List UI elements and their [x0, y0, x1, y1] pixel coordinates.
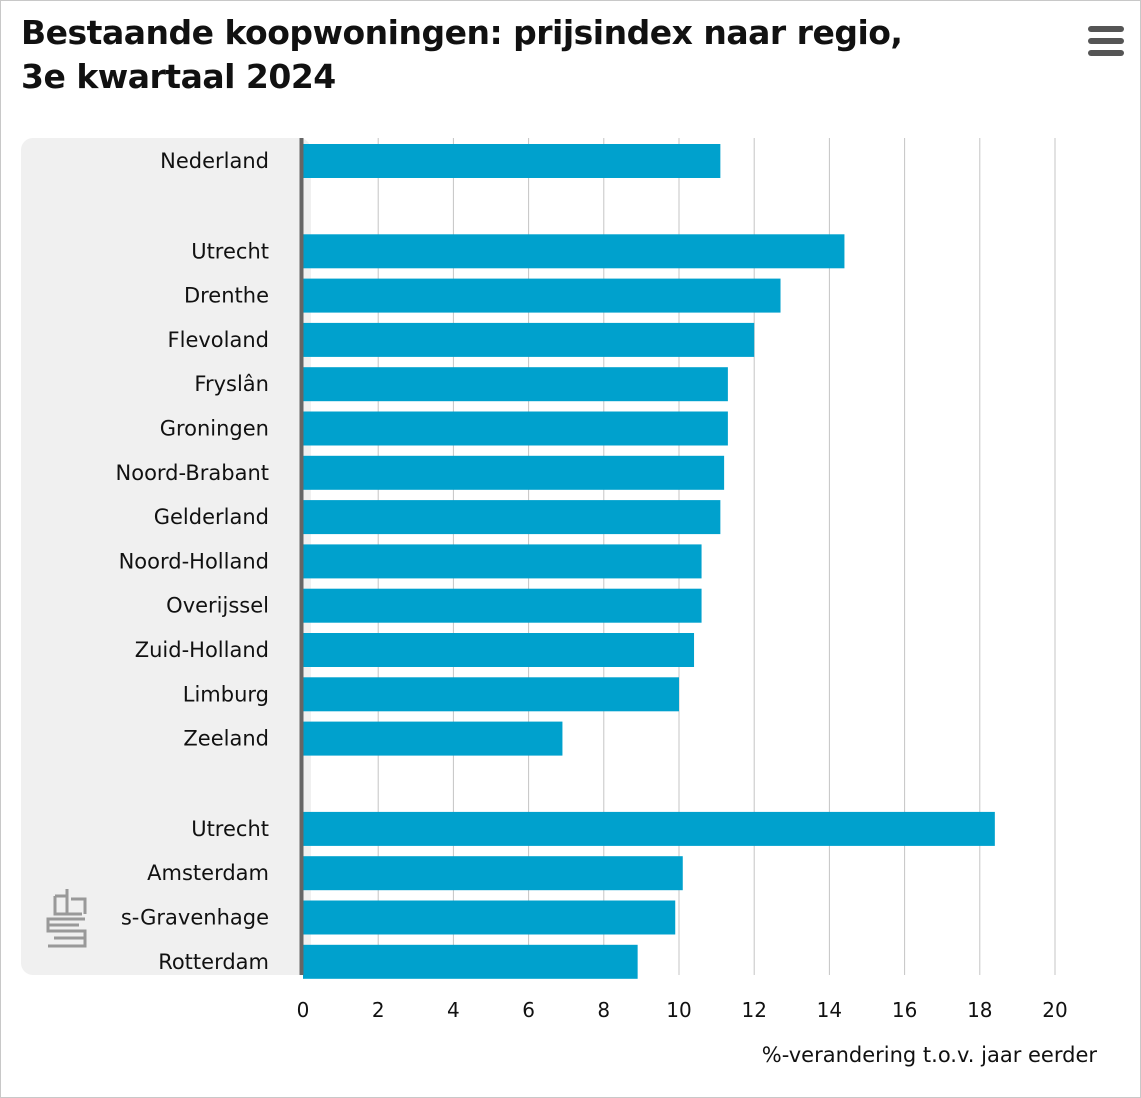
- category-label: Drenthe: [184, 284, 269, 308]
- category-panel: [21, 138, 311, 975]
- x-tick-label: 10: [666, 998, 691, 1022]
- category-label: Amsterdam: [147, 861, 269, 885]
- bar-zeeland[interactable]: [303, 721, 563, 756]
- bar-amsterdam[interactable]: [303, 856, 683, 891]
- bar-nederland[interactable]: [303, 144, 721, 178]
- cbs-logo-bottom: [46, 917, 87, 948]
- bar-zuid-holland[interactable]: [303, 633, 695, 667]
- bar-drenthe[interactable]: [303, 278, 781, 313]
- bar-utrecht[interactable]: [303, 811, 995, 846]
- x-tick-label: 18: [967, 998, 992, 1022]
- category-label: Overijssel: [166, 594, 269, 618]
- category-label: Noord-Brabant: [116, 461, 269, 485]
- bar-s-gravenhage[interactable]: [303, 900, 676, 935]
- category-labels: Nederland Utrecht Drenthe Flevoland Fryslân G…: [116, 149, 269, 974]
- x-axis-title: %-verandering t.o.v. jaar eerder: [762, 1043, 1098, 1067]
- category-label: Utrecht: [191, 239, 269, 263]
- bar-noord-holland[interactable]: [303, 544, 702, 579]
- category-label: Rotterdam: [158, 950, 269, 974]
- category-label: Limburg: [183, 682, 269, 706]
- cbs-logo-top: [53, 889, 87, 916]
- bar-noord-brabant[interactable]: [303, 455, 725, 490]
- bar-limburg[interactable]: [303, 677, 679, 712]
- category-label: Nederland: [160, 149, 269, 173]
- chart-title-line-1: Bestaande koopwoningen: prijsindex naar …: [21, 13, 903, 52]
- category-label: Noord-Holland: [119, 549, 269, 573]
- bar-utrecht[interactable]: [303, 234, 845, 269]
- x-tick-label: 14: [817, 998, 842, 1022]
- x-tick-label: 20: [1042, 998, 1067, 1022]
- category-label: Utrecht: [191, 817, 269, 841]
- menu-bar-middle: [1088, 38, 1124, 44]
- bar-groningen[interactable]: [303, 411, 728, 446]
- category-label: Flevoland: [168, 328, 269, 352]
- category-label: Zeeland: [183, 727, 269, 751]
- category-label: Fryslân: [194, 372, 269, 396]
- chart-title-line-2: 3e kwartaal 2024: [21, 57, 336, 96]
- menu-bar-bottom: [1088, 50, 1124, 56]
- category-label: s-Gravenhage: [121, 906, 269, 930]
- bar-flevoland[interactable]: [303, 322, 755, 357]
- category-label: Gelderland: [154, 505, 269, 529]
- x-tick-label: 16: [892, 998, 917, 1022]
- x-tick-label: 8: [597, 998, 610, 1022]
- menu-bar-top: [1088, 26, 1124, 32]
- bars: [303, 144, 995, 979]
- category-label: Groningen: [160, 417, 269, 441]
- chart-title: Bestaande koopwoningen: prijsindex naar …: [21, 11, 1041, 99]
- hamburger-menu-icon[interactable]: [1085, 23, 1127, 59]
- bar-overijssel[interactable]: [303, 588, 702, 623]
- x-tick-label: 4: [447, 998, 460, 1022]
- x-tick-label: 12: [741, 998, 766, 1022]
- cbs-logo-icon: [46, 889, 87, 948]
- x-tick-label: 2: [372, 998, 385, 1022]
- bar-rotterdam[interactable]: [303, 944, 638, 979]
- x-axis-ticks: 0 2 4 6 8 10 12 14 16 18 20: [297, 998, 1068, 1022]
- bar-gelderland[interactable]: [303, 500, 721, 535]
- bar-frysl-n[interactable]: [303, 367, 728, 402]
- category-label: Zuid-Holland: [135, 638, 269, 662]
- x-tick-label: 0: [297, 998, 310, 1022]
- x-tick-label: 6: [522, 998, 535, 1022]
